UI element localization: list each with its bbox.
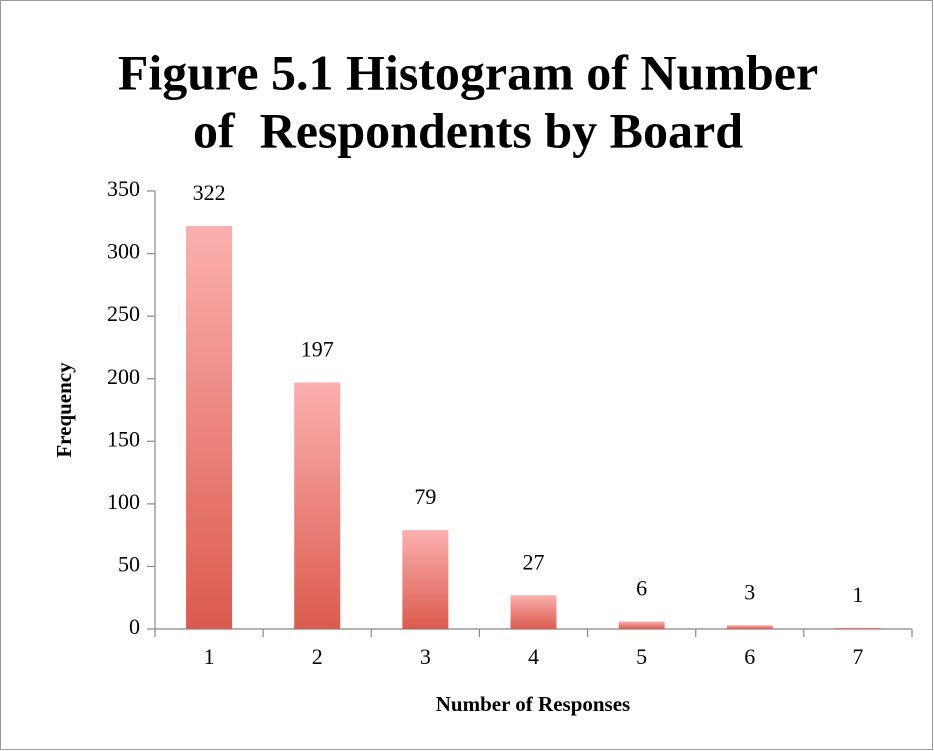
x-tick-label: 4 (528, 644, 539, 669)
y-tick-label: 250 (107, 301, 140, 326)
y-axis-title: Frequency (52, 362, 76, 458)
bar (294, 382, 341, 629)
y-tick-label: 100 (107, 489, 140, 514)
chart-title: of Respondents by Board (193, 102, 743, 158)
x-tick-label: 2 (312, 644, 323, 669)
data-label: 79 (414, 484, 436, 509)
chart-title: Figure 5.1 Histogram of Number (118, 44, 818, 100)
bar (726, 625, 773, 629)
x-tick-label: 1 (204, 644, 215, 669)
bar (834, 627, 881, 629)
x-tick-label: 5 (636, 644, 647, 669)
data-label: 3 (744, 579, 755, 604)
y-tick-label: 300 (107, 239, 140, 264)
y-tick-label: 0 (129, 614, 140, 639)
y-tick-label: 50 (118, 551, 140, 576)
y-tick-label: 150 (107, 426, 140, 451)
y-tick-label: 200 (107, 364, 140, 389)
bar (510, 595, 557, 629)
x-axis-title: Number of Responses (436, 692, 630, 716)
data-label: 6 (636, 576, 647, 601)
data-label: 27 (523, 549, 545, 574)
data-label: 322 (193, 180, 226, 205)
data-label: 197 (301, 337, 334, 362)
y-tick-label: 350 (107, 176, 140, 201)
data-label: 1 (852, 582, 863, 607)
x-tick-label: 7 (852, 644, 863, 669)
x-tick-label: 3 (420, 644, 431, 669)
bar (186, 226, 233, 630)
bar (402, 530, 449, 629)
bar (618, 621, 665, 629)
x-tick-label: 6 (744, 644, 755, 669)
